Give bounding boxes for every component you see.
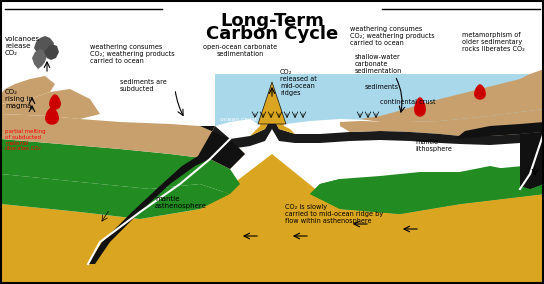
- Text: partial melting
of subducted
material
liberates CO₂: partial melting of subducted material li…: [5, 129, 46, 151]
- Text: weathering consumes
CO₂; weathering products
carried to ocean: weathering consumes CO₂; weathering prod…: [350, 26, 435, 46]
- Text: mantle
asthenosphere: mantle asthenosphere: [155, 196, 207, 209]
- Polygon shape: [475, 85, 485, 99]
- Text: sediments: sediments: [365, 84, 399, 90]
- Text: open-ocean carbonate
sedimentation: open-ocean carbonate sedimentation: [203, 44, 277, 57]
- Polygon shape: [1, 154, 544, 283]
- Polygon shape: [210, 116, 544, 149]
- Polygon shape: [1, 174, 230, 219]
- Polygon shape: [460, 69, 544, 116]
- Polygon shape: [360, 109, 544, 136]
- Text: metamorphism of
older sedimentary
rocks liberates CO₂: metamorphism of older sedimentary rocks …: [462, 32, 525, 52]
- Polygon shape: [250, 84, 295, 136]
- Polygon shape: [215, 74, 544, 126]
- Polygon shape: [360, 74, 544, 122]
- Polygon shape: [1, 139, 240, 194]
- Text: ocean crust: ocean crust: [220, 117, 257, 122]
- Polygon shape: [310, 164, 544, 214]
- Polygon shape: [258, 82, 286, 124]
- Text: sediments are
subducted: sediments are subducted: [120, 79, 167, 92]
- Polygon shape: [88, 126, 245, 264]
- Text: shallow-water
carbonate
sedimentation: shallow-water carbonate sedimentation: [355, 54, 402, 74]
- Text: volcanoes
release
CO₂: volcanoes release CO₂: [5, 36, 40, 56]
- Polygon shape: [34, 36, 54, 59]
- Text: Carbon Cycle: Carbon Cycle: [206, 25, 338, 43]
- Text: weathering consumes
CO₂; weathering products
carried to ocean: weathering consumes CO₂; weathering prod…: [90, 44, 175, 64]
- Text: CO₂
released at
mid-ocean
ridges: CO₂ released at mid-ocean ridges: [280, 69, 317, 96]
- Polygon shape: [340, 121, 380, 132]
- Text: continental crust: continental crust: [380, 99, 436, 105]
- Text: CO₂
rising in
magma: CO₂ rising in magma: [5, 89, 33, 109]
- Polygon shape: [44, 44, 59, 60]
- Polygon shape: [415, 98, 425, 116]
- Polygon shape: [1, 114, 245, 169]
- Polygon shape: [1, 76, 55, 104]
- Text: mantle
lithosphere: mantle lithosphere: [415, 139, 452, 152]
- Polygon shape: [50, 95, 60, 109]
- Polygon shape: [310, 164, 544, 214]
- Text: CO₂ is slowly
carried to mid-ocean ridge by
flow within asthenosphere: CO₂ is slowly carried to mid-ocean ridge…: [285, 204, 384, 224]
- Polygon shape: [1, 89, 100, 119]
- Polygon shape: [46, 108, 58, 124]
- Text: Long-Term: Long-Term: [220, 12, 324, 30]
- Polygon shape: [32, 49, 47, 69]
- Polygon shape: [455, 122, 544, 139]
- Polygon shape: [520, 132, 544, 189]
